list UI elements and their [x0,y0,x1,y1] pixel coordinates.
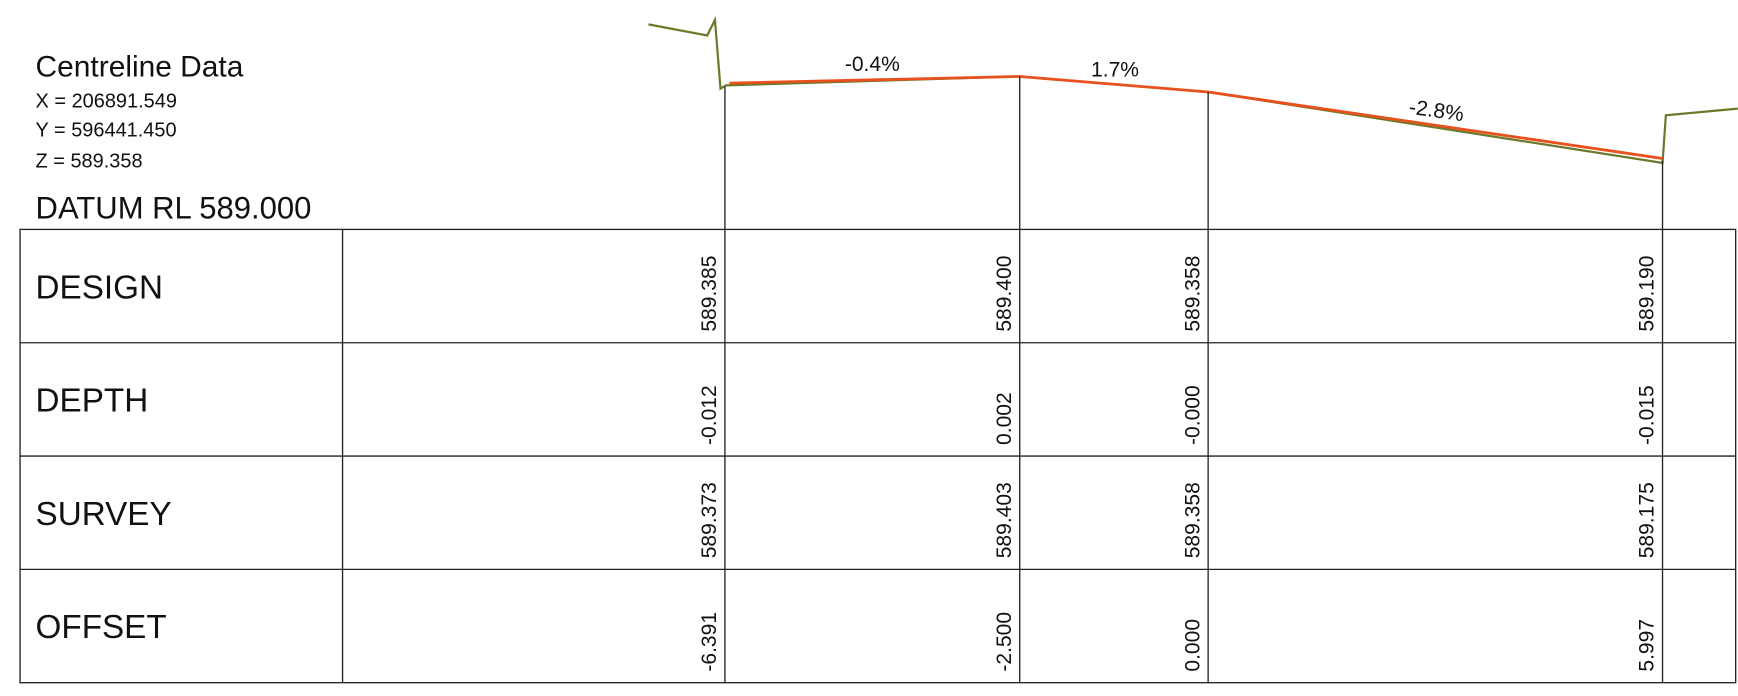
cell-value: 589.358 [1181,256,1204,332]
cell-value: 5.997 [1636,619,1659,672]
cell-value: -2.500 [993,612,1016,672]
cell-value: 589.400 [993,256,1016,332]
cell-value: 589.403 [993,482,1016,558]
row-label: SURVEY [36,496,172,533]
coord-x: X = 206891.549 [36,91,177,113]
cell-value: -6.391 [698,612,721,672]
grade: 1.7% [1091,58,1139,81]
cell-value: 0.000 [1181,619,1204,672]
design-line [729,75,1663,160]
title: Centreline Data [36,50,244,83]
datum: DATUM RL 589.000 [36,190,312,225]
row-label: DEPTH [36,383,149,420]
coord-z: Z = 589.358 [36,150,143,172]
cell-value: 589.385 [698,256,721,332]
cell-value: -0.015 [1636,385,1659,445]
cell-value: 589.175 [1636,482,1659,558]
cell-value: 589.190 [1636,256,1659,332]
row-label: DESIGN [36,269,163,306]
row-label: OFFSET [36,609,167,646]
cell-value: -0.012 [698,385,721,445]
cell-value: 0.002 [993,392,1016,445]
cell-value: 589.373 [698,482,721,558]
grade: -0.4% [845,53,900,76]
cell-value: 589.358 [1181,482,1204,558]
coord-y: Y = 596441.450 [36,119,177,141]
cell-value: -0.000 [1181,385,1204,445]
